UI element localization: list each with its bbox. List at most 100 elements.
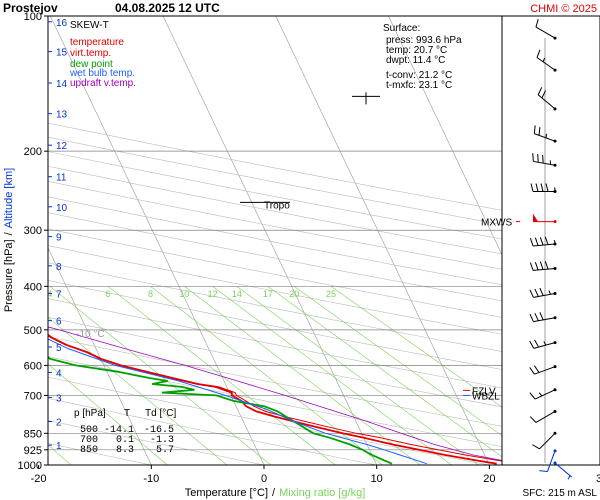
altitude-tick-label: 10 (56, 203, 68, 214)
wind-barb-dot (553, 292, 557, 296)
wind-barb-flag (539, 287, 544, 296)
wind-barb-staff (533, 243, 556, 247)
wind-barb (533, 125, 557, 143)
wind-barb (535, 19, 557, 40)
y-axis-label-pressure: Pressure [hPa] (3, 239, 15, 312)
wind-barb-flag (537, 154, 539, 163)
temperature-line (48, 334, 497, 465)
altitude-tick-label: 12 (56, 141, 68, 152)
wind-barb (529, 312, 557, 323)
mixing-ratio-label: 20 (289, 289, 299, 299)
wind-barb-half-flag (548, 290, 552, 295)
mixing-ratio-label: 6 (105, 289, 110, 299)
dry-adiabat (48, 317, 502, 408)
wind-barb-flag (529, 313, 534, 322)
level-table: p [hPa] T Td [°C] 500 -14.1 -16.5 700 0.… (74, 408, 176, 456)
pressure-tick-label: 700 (24, 390, 42, 402)
wind-barb-flag (539, 312, 544, 321)
wind-barb (529, 339, 557, 349)
legend-temperature: temperature (70, 37, 124, 48)
table-row-500-t: -14.1 (104, 425, 134, 436)
wind-barb-dot (553, 316, 557, 320)
pressure-tick-label: 500 (24, 325, 42, 337)
altitude-tick-label: 9 (56, 233, 62, 244)
mixing-ratio-line (107, 286, 336, 465)
x-axis-label-mixing-ratio: Mixing ratio [g/kg] (279, 487, 365, 499)
wind-barb-flag (537, 87, 543, 95)
pressure-tick-label: 600 (24, 360, 42, 372)
wind-barb-dot (553, 449, 557, 453)
wbzl-label: WBZL (472, 391, 500, 402)
wind-barb-flag (529, 262, 534, 271)
temperature-tick-label: 0 (261, 473, 267, 485)
wind-barb-staff (534, 389, 556, 400)
annotations: -80 °C-70-60-50-40-30-20-10 °C0.20.40.61… (8, 92, 520, 402)
mixing-ratio-line (212, 286, 452, 465)
altitude-tick-label: 6 (56, 317, 62, 328)
table-row-700-td: -1.3 (150, 435, 174, 446)
wind-barb-dot (553, 266, 557, 270)
wind-barb (529, 287, 557, 298)
wind-barb-dot (553, 409, 557, 413)
pressure-tick-label: 400 (24, 281, 42, 293)
temperature-tick-label: -20 (31, 473, 47, 485)
convective-temperature: t-conv: 21.2 °C (386, 70, 452, 81)
wind-barb (530, 183, 557, 194)
altitude-tick-label: 11 (56, 173, 67, 184)
altitude-tick-label: 1 (56, 441, 62, 452)
wind-panel-frame (501, 15, 600, 466)
wind-barb-half-flag (542, 57, 546, 62)
altitude-tick-label: 2 (56, 417, 62, 428)
dry-adiabat (48, 122, 502, 211)
wind-barb-flag (530, 183, 534, 192)
copyright: CHMI © 2025 (530, 3, 597, 15)
table-row-500-p: 500 (80, 425, 98, 436)
pressure-tick-label: 300 (24, 225, 42, 237)
x-axis-label-temperature: Temperature [°C] (185, 487, 268, 499)
x-axis-label-separator: / (272, 487, 276, 499)
mixing-ratio-label: 12 (208, 289, 218, 299)
legend-updraft: updraft v.temp. (70, 78, 136, 89)
wind-barb-staff (533, 293, 556, 298)
wind-barb (536, 49, 557, 72)
surface-heading: Surface: (383, 23, 420, 34)
surface-info: Surface: press: 993.6 hPa temp: 20.7 °C … (383, 23, 462, 91)
wind-barb (529, 365, 557, 375)
wind-barb-flag (533, 125, 536, 134)
wind-barb-dot (553, 107, 557, 111)
sounding-datetime: 04.08.2025 12 UTC (115, 1, 220, 15)
surface-pressure: press: 993.6 hPa (386, 35, 462, 46)
isotherm-label: -10 °C (76, 329, 104, 340)
wind-barb-flag (544, 236, 549, 245)
table-header-t: T (124, 408, 130, 419)
temperature-tick-label: 10 (371, 473, 383, 485)
wind-barb-pennant (533, 213, 538, 222)
mixing-ratio-line (330, 286, 502, 408)
wind-barb-flag (529, 289, 534, 298)
wind-barb-flag (545, 183, 549, 192)
wind-barb-dot (553, 220, 557, 224)
wind-barb-staff (554, 462, 573, 478)
wind-barb-dot (553, 365, 557, 369)
station-name: Prostejov (3, 1, 58, 15)
surface-elevation: SFC: 215 m ASL (523, 488, 598, 499)
surface-dewpoint: dwpt: 11.4 °C (386, 55, 445, 66)
mixing-ratio-label: 14 (232, 289, 242, 299)
altitude-tick-label: 14 (56, 79, 68, 90)
wind-barb (529, 236, 557, 247)
table-row-850-t: 8.3 (116, 445, 134, 456)
wind-barb-flag (529, 340, 535, 349)
mixing-ratio-label: 3 (8, 289, 13, 299)
wind-barb-flag (532, 153, 534, 162)
mxws-label: MXWS (481, 218, 512, 229)
wind-barb-flag (541, 90, 547, 99)
mixing-ratio-line (294, 286, 502, 437)
wind-barb-flag (534, 339, 540, 348)
wind-barb (532, 431, 557, 450)
wind-barb-half-flag (554, 187, 556, 192)
pressure-tick-label: 925 (24, 445, 42, 457)
wind-barb-flag (535, 183, 539, 192)
wind-barb-staff (533, 267, 556, 271)
mixing-ratio-label: 8 (148, 289, 153, 299)
